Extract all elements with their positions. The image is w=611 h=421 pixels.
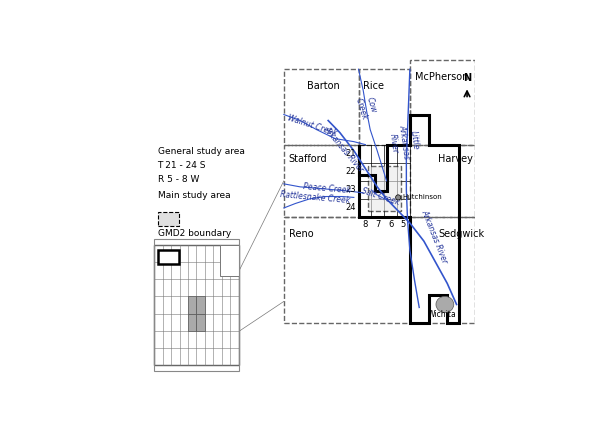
Text: N: N — [463, 73, 471, 83]
Text: Rattlesnake Creek: Rattlesnake Creek — [280, 190, 351, 205]
Bar — [158, 212, 178, 226]
Bar — [158, 250, 178, 264]
Circle shape — [395, 195, 401, 200]
Bar — [410, 217, 475, 322]
Bar — [359, 69, 410, 145]
Text: Little
Arkansas
River: Little Arkansas River — [387, 123, 421, 161]
Text: R 5 - 8 W: R 5 - 8 W — [158, 175, 199, 184]
Text: Wichita: Wichita — [427, 310, 456, 319]
Text: Sedgwick: Sedgwick — [438, 229, 484, 239]
Text: General study area: General study area — [158, 147, 244, 156]
Bar — [155, 239, 238, 371]
Text: Peace Creek: Peace Creek — [303, 182, 351, 195]
Text: GMD2 boundary: GMD2 boundary — [158, 229, 231, 238]
Bar — [188, 314, 196, 330]
Text: Walnut Creek: Walnut Creek — [286, 113, 338, 137]
Text: 6: 6 — [388, 220, 393, 229]
Bar — [284, 145, 359, 217]
Ellipse shape — [436, 296, 454, 312]
Bar — [284, 69, 359, 145]
Text: Hutchinson: Hutchinson — [403, 195, 442, 200]
Text: Salt Creek: Salt Creek — [360, 186, 401, 207]
Text: 7: 7 — [375, 220, 381, 229]
Bar — [284, 217, 410, 322]
Bar — [368, 166, 401, 211]
Text: Harvey: Harvey — [438, 154, 473, 164]
Text: Arkansas River: Arkansas River — [321, 125, 365, 174]
Text: Rice: Rice — [363, 81, 384, 91]
Text: T 21 - 24 S: T 21 - 24 S — [158, 162, 206, 171]
Text: Barton: Barton — [307, 81, 340, 91]
Bar — [196, 296, 205, 314]
Text: 22: 22 — [345, 167, 356, 176]
Text: 21: 21 — [345, 149, 356, 158]
Text: Main study area: Main study area — [158, 191, 230, 200]
Text: 23: 23 — [345, 185, 356, 195]
Bar — [410, 145, 475, 217]
Bar — [188, 296, 196, 314]
Bar — [410, 60, 475, 145]
Text: 8: 8 — [362, 220, 368, 229]
Text: Stafford: Stafford — [288, 154, 327, 164]
Bar — [155, 245, 238, 365]
Text: 24: 24 — [345, 203, 356, 213]
Text: McPherson: McPherson — [414, 72, 468, 82]
Bar — [220, 245, 238, 276]
Text: Reno: Reno — [288, 229, 313, 239]
Bar — [196, 314, 205, 330]
Text: Cow
Creek: Cow Creek — [354, 93, 379, 120]
Text: Arkansas River: Arkansas River — [420, 208, 449, 265]
Text: 5: 5 — [401, 220, 406, 229]
